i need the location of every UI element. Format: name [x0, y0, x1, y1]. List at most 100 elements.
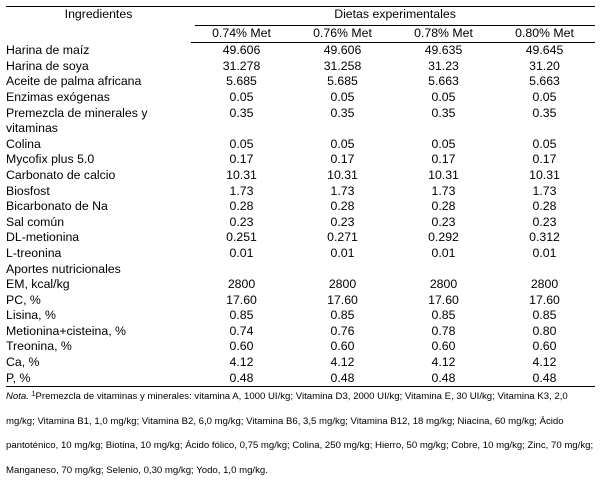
table-cell: 0.60	[229, 339, 254, 354]
ingredient-name: Lisina, %	[6, 308, 56, 323]
table-cell: 17.60	[327, 292, 358, 307]
diets-group-header: Dietas experimentales	[191, 5, 596, 26]
ingredient-name: PC, %	[6, 292, 41, 307]
ingredient-name: Carbonato de calcio	[6, 167, 116, 182]
table-cell: 49.645	[525, 43, 564, 58]
table-row: Aceite de palma africana 5.685 5.685 5.663 5…	[6, 74, 595, 90]
table-cell: 0.28	[431, 199, 456, 214]
table-cell	[494, 121, 595, 137]
table-header-row: Ingredientes Dietas experimentales	[6, 5, 596, 43]
table-cell: 0.28	[229, 199, 254, 214]
table-cell: 4.12	[431, 355, 456, 370]
table-row: PC, % 17.60 17.60 17.60 17.60	[6, 293, 595, 309]
table-cell: 31.20	[529, 58, 560, 73]
table-row: Premezcla de minerales y 0.35 0.35 0.35 0.35	[6, 106, 595, 122]
ingredient-name: Treonina, %	[6, 339, 72, 354]
table-cell: 5.663	[529, 74, 560, 89]
ingredient-name: vitaminas	[6, 121, 58, 136]
table-cell: 0.292	[428, 230, 459, 245]
table-cell: 0.48	[292, 370, 393, 388]
ingredient-name: Premezcla de minerales y	[6, 105, 148, 120]
table-row: DL-metionina 0.251 0.271 0.292 0.312	[6, 230, 595, 246]
table-subheader-row: 0.74% Met 0.76% Met 0.78% Met 0.80% Met	[6, 25, 596, 44]
table-row: Biosfost 1.73 1.73 1.73 1.73	[6, 184, 595, 200]
table-cell	[191, 121, 292, 137]
column-header: 0.74% Met	[191, 25, 292, 44]
table-cell: 0.48	[393, 370, 494, 388]
table-row: Harina de maíz 49.606 49.606 49.635 49.645	[6, 43, 595, 59]
table-row: Lisina, % 0.85 0.85 0.85 0.85	[6, 308, 595, 324]
table-cell: 2800	[328, 277, 357, 292]
table-cell: 17.60	[529, 292, 560, 307]
table-row: P, % 0.48 0.48 0.48 0.48	[6, 370, 596, 388]
table-cell: 1.73	[330, 183, 355, 198]
table-cell: 0.23	[431, 214, 456, 229]
table-cell: 1.73	[532, 183, 557, 198]
table-cell: 0.05	[330, 136, 355, 151]
table-cell: 49.635	[424, 43, 463, 58]
table-cell: 0.01	[229, 245, 254, 260]
table-cell: 0.28	[330, 199, 355, 214]
table-row: Treonina, % 0.60 0.60 0.60 0.60	[6, 339, 595, 355]
table-cell: 0.76	[330, 323, 355, 338]
table-cell: 0.78	[431, 323, 456, 338]
table-row: EM, kcal/kg 2800 2800 2800 2800	[6, 277, 595, 293]
table-cell: 0.17	[431, 152, 456, 167]
table-cell: 0.28	[532, 199, 557, 214]
ingredient-name: Sal común	[6, 214, 65, 229]
table-row: vitaminas	[6, 121, 595, 137]
table-row: Bicarbonato de Na 0.28 0.28 0.28 0.28	[6, 199, 595, 215]
table-cell: 0.23	[330, 214, 355, 229]
ingredient-name: P, %	[6, 370, 191, 388]
table-cell: 31.278	[222, 58, 261, 73]
note-superscript: 1	[31, 391, 36, 398]
ingredient-name: Aportes nutricionales	[6, 261, 121, 276]
table-row: Metionina+cisteina, % 0.74 0.76 0.78 0.80	[6, 324, 595, 340]
table-cell: 0.85	[431, 308, 456, 323]
ingredient-name: Harina de soya	[6, 58, 89, 73]
table-cell	[191, 262, 292, 278]
table-cell: 10.31	[327, 167, 358, 182]
table-cell: 17.60	[428, 292, 459, 307]
ingredient-name: Biosfost	[6, 183, 50, 198]
table-cell: 2800	[530, 277, 559, 292]
table-cell: 0.01	[330, 245, 355, 260]
table-cell: 0.17	[229, 152, 254, 167]
table-cell: 5.685	[226, 74, 257, 89]
table-cell: 0.80	[532, 323, 557, 338]
table-row: Ca, % 4.12 4.12 4.12 4.12	[6, 355, 595, 371]
table-cell: 5.685	[327, 74, 358, 89]
table-cell: 0.05	[229, 89, 254, 104]
table-cell: 31.23	[428, 58, 459, 73]
table-body: Harina de maíz 49.606 49.606 49.635 49.645 Ha…	[6, 43, 596, 388]
table-cell	[393, 121, 494, 137]
table-cell: 0.48	[191, 370, 292, 388]
table-cell: 0.271	[327, 230, 358, 245]
table-cell: 0.35	[532, 105, 557, 120]
table-cell: 0.23	[532, 214, 557, 229]
table-cell: 10.31	[428, 167, 459, 182]
table-row: Carbonato de calcio 10.31 10.31 10.31 10.31	[6, 168, 595, 184]
ingredient-name: Ca, %	[6, 355, 40, 370]
table-cell: 0.35	[330, 105, 355, 120]
table-cell: 0.05	[431, 136, 456, 151]
table-cell: 0.05	[532, 89, 557, 104]
table-cell: 0.05	[431, 89, 456, 104]
table-row: Sal común 0.23 0.23 0.23 0.23	[6, 215, 595, 231]
ingredient-name: L-treonina	[6, 245, 62, 260]
table-cell: 2800	[429, 277, 458, 292]
table-cell: 0.01	[431, 245, 456, 260]
table-cell: 0.312	[529, 230, 560, 245]
table-cell: 0.85	[532, 308, 557, 323]
table-cell: 31.258	[323, 58, 362, 73]
ingredient-name: EM, kcal/kg	[6, 277, 70, 292]
table-cell: 0.251	[226, 230, 257, 245]
table-cell	[292, 121, 393, 137]
table-row: Enzimas exógenas 0.05 0.05 0.05 0.05	[6, 90, 595, 106]
table-cell: 10.31	[226, 167, 257, 182]
table-cell: 0.74	[229, 323, 254, 338]
table-cell: 4.12	[229, 355, 254, 370]
table-cell: 0.05	[532, 136, 557, 151]
note-text: Premezcla de vitaminas y minerales: vita…	[6, 391, 594, 476]
